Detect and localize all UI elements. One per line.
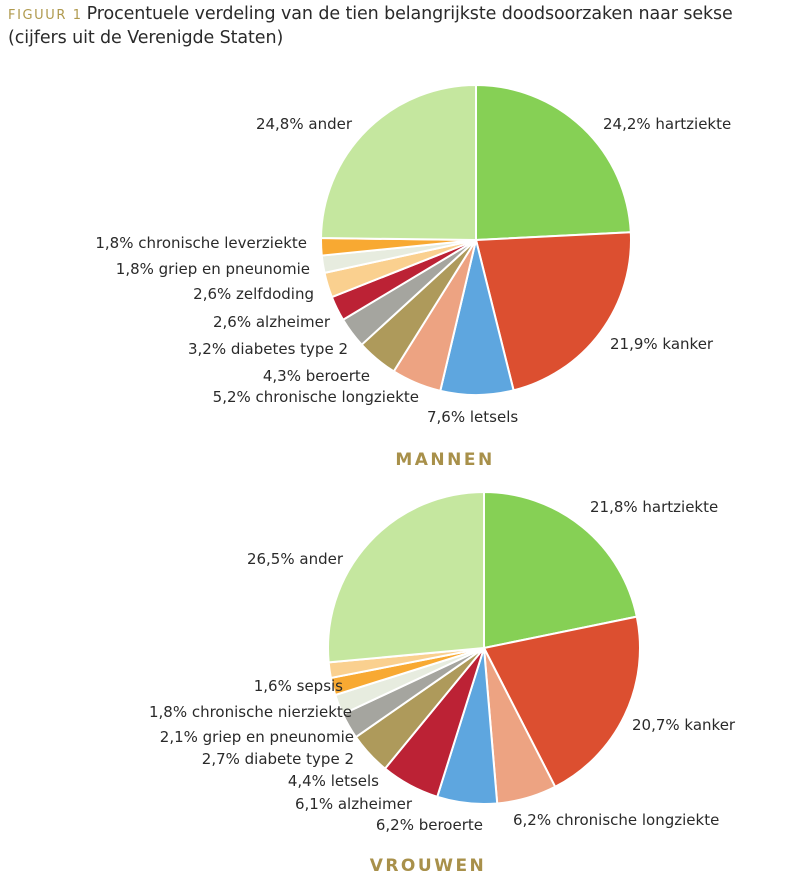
vrouwen-label-hartziekte: 21,8% hartziekte (590, 498, 718, 516)
vrouwen-label-alzheimer: 6,1% alzheimer (295, 795, 413, 813)
vrouwen-label-beroerte: 6,2% beroerte (376, 816, 483, 834)
mannen-slice-hartziekte (475, 84, 632, 241)
vrouwen-label-kanker: 20,7% kanker (632, 716, 736, 734)
mannen-label-griep-en-pneunomie: 1,8% griep en pneunomie (116, 260, 310, 278)
mannen-label-alzheimer: 2,6% alzheimer (213, 313, 331, 331)
mannen-label-zelfdoding: 2,6% zelfdoding (193, 285, 314, 303)
vrouwen-label-chronische-nierziekte: 1,8% chronische nierziekte (149, 703, 352, 721)
mannen-label-chronische-longziekte: 5,2% chronische longziekte (213, 388, 419, 406)
figure-title: FIGUUR 1 Procentuele verdeling van de tie… (8, 3, 794, 50)
vrouwen-label-sepsis: 1,6% sepsis (254, 677, 343, 695)
vrouwen-slice-ander (327, 491, 485, 664)
vrouwen-label-letsels: 4,4% letsels (288, 772, 379, 790)
mannen-label-kanker: 21,9% kanker (610, 335, 714, 353)
vrouwen-slice-hartziekte (483, 491, 638, 649)
pie-chart-vrouwen: 21,8% hartziekte 20,7% kanker 6,2% chronis… (149, 491, 736, 834)
vrouwen-slice-kanker (483, 615, 641, 788)
vrouwen-label-ander: 26,5% ander (247, 550, 344, 568)
mannen-label-chronische-leverziekte: 1,8% chronische leverziekte (95, 234, 307, 252)
mannen-slice-ander (320, 84, 477, 241)
mannen-label-diabetes-type: 3,2% diabetes type 2 (188, 340, 348, 358)
vrouwen-label-chronische-longziekte: 6,2% chronische longziekte (513, 811, 719, 829)
mannen-label-beroerte: 4,3% beroerte (263, 367, 370, 385)
panel-title-mannen: MANNEN (395, 450, 494, 470)
mannen-label-letsels: 7,6% letsels (427, 408, 518, 426)
figure-title-text: Procentuele verdeling van de tien belang… (8, 4, 733, 48)
mannen-label-hartziekte: 24,2% hartziekte (603, 115, 731, 133)
mannen-label-ander: 24,8% ander (256, 115, 353, 133)
vrouwen-label-diabete-type: 2,7% diabete type 2 (202, 750, 354, 768)
vrouwen-label-griep-en-pneunomie: 2,1% griep en pneunomie (160, 728, 354, 746)
panel-title-vrouwen: VROUWEN (370, 856, 487, 876)
pie-chart-mannen: 24,2% hartziekte 21,9% kanker 7,6% letsels… (95, 84, 731, 426)
mannen-slice-kanker (475, 231, 632, 392)
figure-number: FIGUUR 1 (8, 8, 83, 23)
